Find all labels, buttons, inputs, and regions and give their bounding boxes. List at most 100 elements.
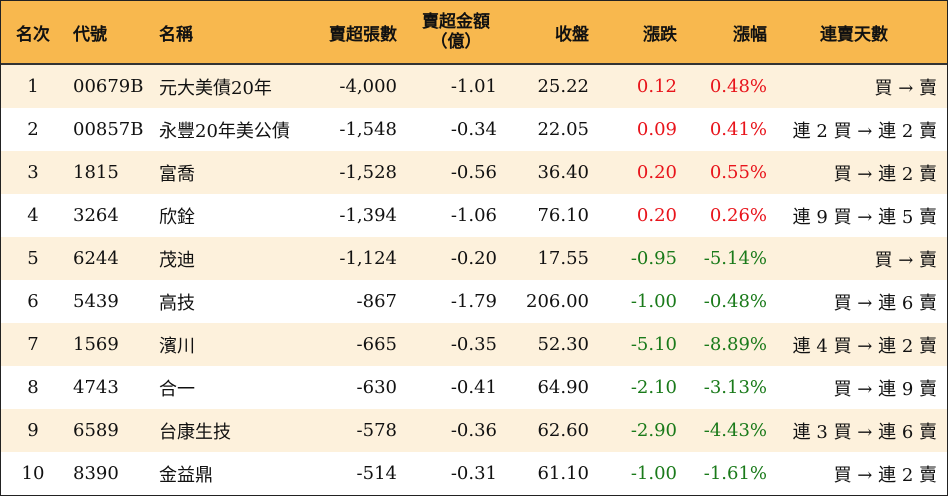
code-cell: 5439 [73,291,119,312]
change-cell: 0.12 [636,76,677,97]
name-cell: 元大美債20年 [159,77,272,99]
net-sell-lots-cell: -665 [356,334,397,355]
consecutive-days-cell: 連 4 買 → 連 2 賣 [792,335,937,357]
consecutive-days-cell: 買 → 連 6 賣 [833,292,937,314]
close-price-cell: 61.10 [537,463,589,484]
rank-cell: 9 [27,420,39,441]
header-net-sell-amount-unit: （億） [430,32,482,52]
change-pct-cell: -8.89% [703,334,767,355]
rank-cell: 4 [27,205,39,226]
header-net-sell-amount: 賣超金額 （億） [411,1,501,63]
change-pct-cell: 0.55% [709,162,767,183]
consecutive-days-cell: 連 2 買 → 連 2 賣 [792,120,937,142]
net-sell-amount-cell: -1.01 [450,76,497,97]
header-change: 漲跌 [643,24,677,45]
rank-cell: 5 [27,248,39,269]
code-cell: 4743 [73,377,119,398]
close-price-cell: 25.22 [537,76,589,97]
net-sell-amount-cell: -1.06 [450,205,497,226]
close-price-cell: 62.60 [537,420,589,441]
net-sell-lots-cell: -867 [356,291,397,312]
change-cell: -2.90 [630,420,677,441]
name-cell: 台康生技 [159,421,231,443]
name-cell: 永豐20年美公債 [159,120,290,142]
net-sell-lots-cell: -1,528 [339,162,397,183]
table-row: 3 1815 富喬 -1,528 -0.56 36.40 0.20 0.55% 買 → 連 2 … [1,151,947,194]
net-sell-amount-cell: -0.34 [450,119,497,140]
code-cell: 1569 [73,334,119,355]
code-cell: 3264 [73,205,119,226]
header-close: 收盤 [555,24,589,45]
name-cell: 欣銓 [159,206,195,228]
net-sell-lots-cell: -1,548 [339,119,397,140]
change-cell: 0.20 [636,162,677,183]
close-price-cell: 206.00 [526,291,589,312]
header-net-sell-lots: 賣超張數 [329,24,397,45]
close-price-cell: 64.90 [537,377,589,398]
code-cell: 00857B [73,119,144,140]
name-cell: 富喬 [159,163,195,185]
close-price-cell: 52.30 [537,334,589,355]
header-rank: 名次 [16,24,50,45]
header-consecutive-days: 連賣天數 [820,24,888,45]
change-pct-cell: -5.14% [703,248,767,269]
change-cell: -1.00 [630,463,677,484]
net-sell-lots-cell: -1,124 [339,248,397,269]
code-cell: 8390 [73,463,119,484]
rank-cell: 8 [27,377,39,398]
close-price-cell: 17.55 [537,248,589,269]
consecutive-days-cell: 連 9 買 → 連 5 賣 [792,206,937,228]
change-pct-cell: -1.61% [703,463,767,484]
net-sell-amount-cell: -0.56 [450,162,497,183]
close-price-cell: 76.10 [537,205,589,226]
table-row: 1 00679B 元大美債20年 -4,000 -1.01 25.22 0.12 0.48% 買… [1,65,947,108]
consecutive-days-cell: 買 → 連 2 賣 [833,464,937,486]
change-pct-cell: 0.48% [709,76,767,97]
header-name: 名稱 [159,24,193,45]
net-sell-amount-cell: -0.35 [450,334,497,355]
close-price-cell: 22.05 [537,119,589,140]
name-cell: 茂迪 [159,249,195,271]
rank-cell: 6 [27,291,39,312]
change-pct-cell: -0.48% [703,291,767,312]
table-row: 4 3264 欣銓 -1,394 -1.06 76.10 0.20 0.26% 連 9 買 → … [1,194,947,237]
net-sell-lots-cell: -514 [356,463,397,484]
table-row: 7 1569 濱川 -665 -0.35 52.30 -5.10 -8.89% 連 4 買 → … [1,323,947,366]
name-cell: 高技 [159,292,195,314]
header-change-pct: 漲幅 [733,24,767,45]
table-row: 8 4743 合一 -630 -0.41 64.90 -2.10 -3.13% 買 → 連 9 … [1,366,947,409]
header-net-sell-amount-title: 賣超金額 [422,12,490,32]
table-header: 名次 代號 名稱 賣超張數 賣超金額 （億） 收盤 漲跌 漲幅 連賣天數 [1,1,947,65]
code-cell: 00679B [73,76,144,97]
change-pct-cell: -3.13% [703,377,767,398]
net-sell-lots-cell: -4,000 [339,76,397,97]
code-cell: 1815 [73,162,119,183]
consecutive-days-cell: 買 → 連 2 賣 [833,163,937,185]
consecutive-days-cell: 買 → 連 9 賣 [833,378,937,400]
net-sell-amount-cell: -1.79 [450,291,497,312]
close-price-cell: 36.40 [537,162,589,183]
table-row: 10 8390 金益鼎 -514 -0.31 61.10 -1.00 -1.61% 買 → 連 … [1,452,947,495]
net-sell-lots-cell: -630 [356,377,397,398]
name-cell: 濱川 [159,335,195,357]
net-sell-amount-cell: -0.20 [450,248,497,269]
rank-cell: 1 [27,76,39,97]
rank-cell: 7 [27,334,39,355]
net-sell-amount-cell: -0.41 [450,377,497,398]
change-cell: 0.20 [636,205,677,226]
header-code: 代號 [73,24,107,45]
consecutive-days-cell: 買 → 賣 [874,77,937,99]
consecutive-days-cell: 買 → 賣 [874,249,937,271]
change-pct-cell: 0.26% [709,205,767,226]
net-sell-amount-cell: -0.36 [450,420,497,441]
change-cell: -0.95 [630,248,677,269]
code-cell: 6244 [73,248,119,269]
change-pct-cell: -4.43% [703,420,767,441]
change-cell: 0.09 [636,119,677,140]
change-cell: -2.10 [630,377,677,398]
table-row: 9 6589 台康生技 -578 -0.36 62.60 -2.90 -4.43% 連 3 買 … [1,409,947,452]
rank-cell: 10 [21,463,45,484]
rank-cell: 2 [27,119,39,140]
table-row: 5 6244 茂迪 -1,124 -0.20 17.55 -0.95 -5.14% 買 → 賣 [1,237,947,280]
